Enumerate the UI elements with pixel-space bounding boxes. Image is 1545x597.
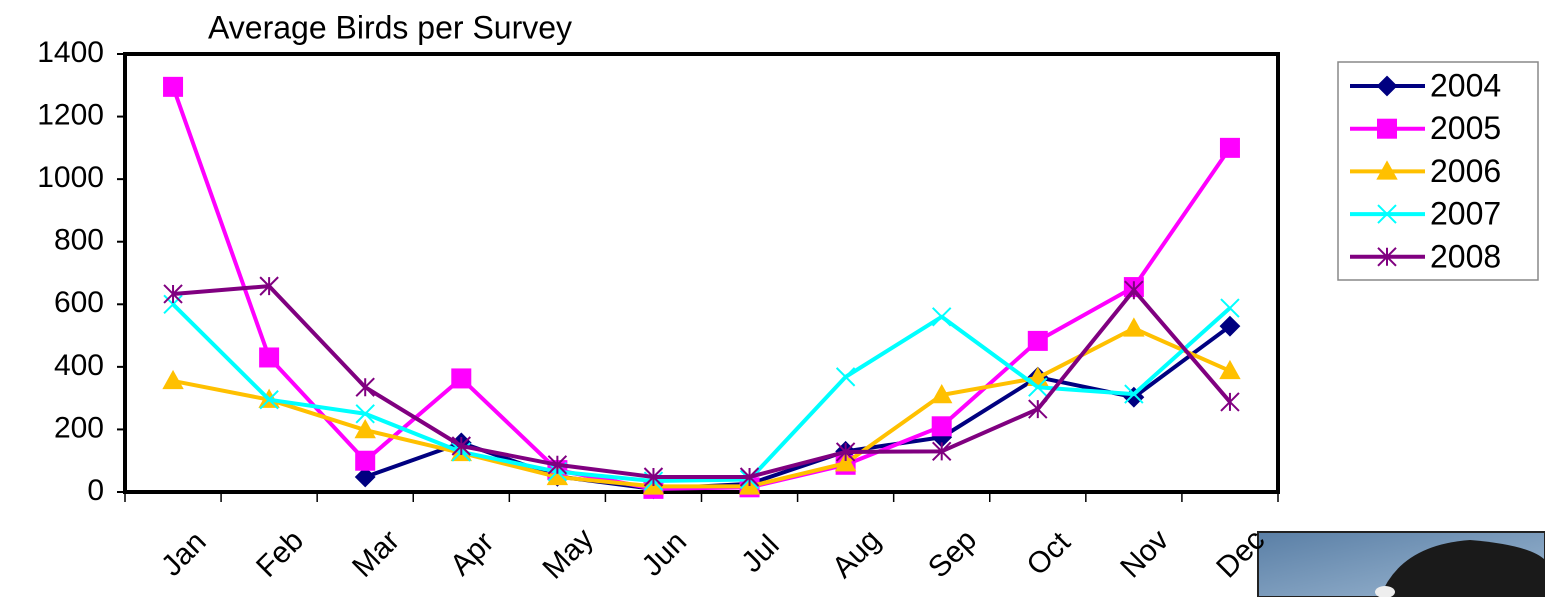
marker <box>932 307 952 327</box>
marker <box>643 467 664 487</box>
marker <box>739 467 760 487</box>
marker <box>547 455 568 475</box>
marker <box>355 377 375 397</box>
marker <box>354 466 376 488</box>
x-tick-label: Mar <box>346 524 406 584</box>
marker <box>259 389 279 410</box>
legend-label: 2006 <box>1430 153 1501 189</box>
series-line <box>171 302 1232 484</box>
x-tick-label: Oct <box>1021 525 1078 582</box>
y-tick-label: 800 <box>54 224 104 257</box>
marker <box>932 441 952 462</box>
y-tick-label: 1400 <box>37 36 104 69</box>
legend-label: 2005 <box>1430 110 1501 146</box>
legend-marker <box>1376 75 1398 97</box>
x-tick-label: Nov <box>1114 523 1175 584</box>
marker <box>451 368 472 389</box>
marker <box>1028 377 1048 397</box>
marker <box>1027 330 1048 351</box>
marker <box>1219 359 1241 380</box>
x-tick-label: Jan <box>155 525 213 583</box>
marker <box>1124 280 1144 300</box>
marker <box>931 416 952 437</box>
x-tick-label: Aug <box>826 523 887 584</box>
y-tick-label: 400 <box>54 349 104 382</box>
marker <box>354 418 376 439</box>
legend-marker <box>1377 118 1397 139</box>
chart-title: Average Birds per Survey <box>208 9 572 45</box>
legend-label: 2007 <box>1430 196 1501 232</box>
marker <box>259 347 280 368</box>
y-tick-label: 1000 <box>37 161 104 194</box>
marker <box>834 452 857 472</box>
marker <box>835 442 856 462</box>
marker <box>163 294 183 314</box>
legend-label: 2004 <box>1430 67 1501 103</box>
legend-label: 2008 <box>1430 238 1501 274</box>
legend-marker <box>1376 160 1398 180</box>
marker <box>1028 399 1048 419</box>
y-tick-label: 1200 <box>37 98 104 131</box>
marker <box>355 450 376 471</box>
marker <box>163 76 184 97</box>
series-line <box>171 86 1232 491</box>
marker <box>1220 392 1240 412</box>
y-tick-label: 0 <box>87 474 104 507</box>
marker <box>1219 137 1240 158</box>
plot-frame <box>123 52 1280 494</box>
marker <box>1124 384 1144 404</box>
marker <box>1123 317 1145 337</box>
y-tick-label: 200 <box>54 411 104 444</box>
legend-marker <box>1377 247 1397 267</box>
x-tick-label: Jun <box>636 525 694 583</box>
marker <box>1220 298 1240 318</box>
x-tick-label: Apr <box>444 526 500 582</box>
marker <box>835 367 856 387</box>
marker <box>451 436 471 456</box>
x-tick-label: Jul <box>735 529 785 579</box>
marker <box>1219 315 1241 337</box>
marker <box>163 284 183 304</box>
photo <box>1257 531 1545 597</box>
series-line <box>364 324 1232 491</box>
legend-marker <box>1377 204 1397 224</box>
marker <box>931 383 953 404</box>
x-tick-label: May <box>537 522 600 585</box>
marker <box>355 404 375 424</box>
x-tick-label: Sep <box>922 523 983 584</box>
x-tick-label: Feb <box>250 524 310 584</box>
series-line <box>172 284 1232 479</box>
y-tick-label: 600 <box>54 286 104 319</box>
series-line <box>172 326 1231 489</box>
marker <box>259 276 279 296</box>
marker <box>162 369 184 390</box>
